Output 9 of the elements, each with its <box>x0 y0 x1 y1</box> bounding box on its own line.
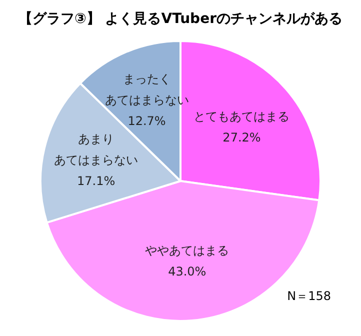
slice-label: あまりあてはまらない <box>54 132 138 167</box>
data-label: 12.7% <box>128 114 166 128</box>
data-label: 27.2% <box>222 130 261 144</box>
data-label: 17.1% <box>77 174 116 188</box>
slice-label: ややあてはまる <box>145 244 230 258</box>
text: N＝158 <box>287 288 331 305</box>
chart-title: 【グラフ③】 よく見るVTuberのチャンネルがある <box>18 10 344 28</box>
slice-label: とてもあてはまる <box>194 109 290 124</box>
data-label: 43.0% <box>168 264 206 279</box>
